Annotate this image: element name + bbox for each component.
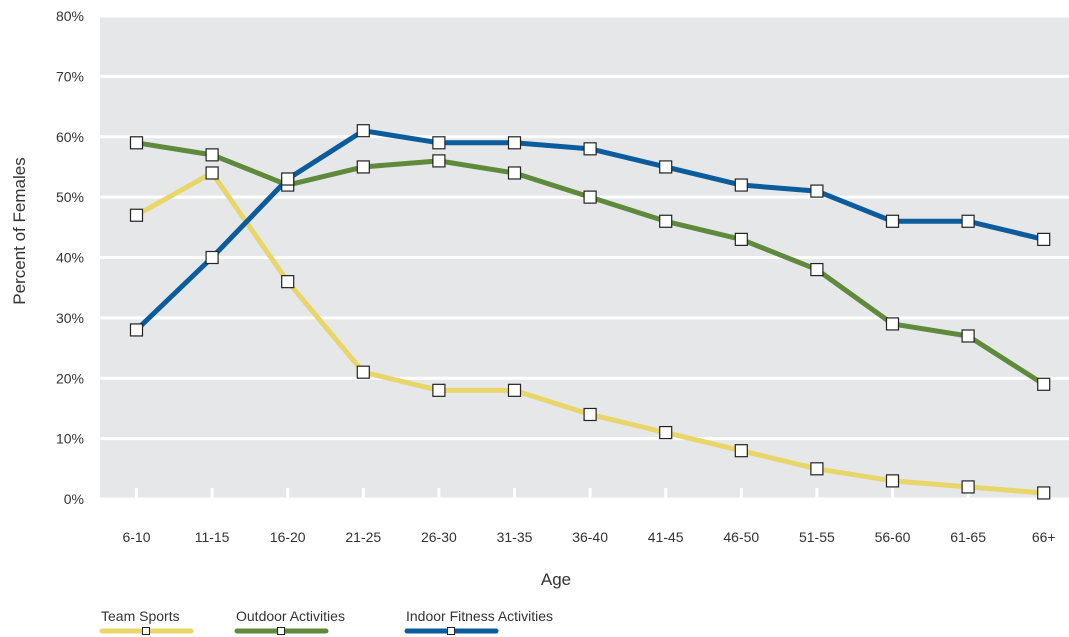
data-point — [507, 136, 522, 150]
data-point — [356, 124, 370, 138]
data-point — [432, 154, 446, 168]
x-tick-label: 11-15 — [195, 529, 230, 545]
data-point — [734, 232, 748, 246]
x-tick-label: 16-20 — [270, 529, 306, 545]
y-tick-label: 60% — [56, 129, 84, 145]
y-axis-title: Percent of Females — [10, 157, 29, 304]
x-tick-label: 61-65 — [950, 529, 986, 545]
data-point — [583, 407, 597, 422]
data-point — [734, 444, 748, 458]
x-tick-label: 56-60 — [875, 529, 911, 545]
data-point — [885, 214, 900, 228]
series-layer — [129, 124, 1051, 500]
data-point — [583, 190, 597, 204]
markers-outdoor-activities — [129, 136, 1051, 391]
legend-item: Indoor Fitness Activities — [404, 608, 553, 635]
data-point — [356, 160, 370, 174]
data-point — [507, 383, 522, 397]
legend-item: Outdoor Activities — [234, 608, 345, 635]
x-tick-label: 46-50 — [723, 529, 759, 545]
data-point — [659, 160, 673, 174]
data-point — [205, 250, 219, 265]
data-point — [885, 474, 900, 488]
data-point — [961, 214, 975, 228]
legend-item: Team Sports — [99, 608, 194, 635]
y-tick-label: 40% — [56, 250, 84, 266]
data-point — [583, 142, 597, 156]
data-point — [961, 480, 975, 494]
y-tick-label: 30% — [56, 310, 84, 326]
data-point — [659, 214, 673, 228]
legend-swatch-marker — [447, 627, 455, 635]
x-axis-tick-labels: 6-10 11-15 16-20 21-25 26-30 31-35 36-40 41-45 4… — [122, 529, 1055, 545]
data-point — [961, 329, 975, 343]
data-point — [205, 166, 219, 180]
y-axis-tick-labels: 0% 10% 20% 30% 40% 50% 60% 70% 80% — [56, 8, 84, 507]
data-point — [1037, 377, 1051, 391]
data-point — [281, 172, 295, 186]
x-tick-label: 41-45 — [648, 529, 684, 545]
y-tick-label: 10% — [56, 431, 84, 447]
y-tick-label: 50% — [56, 189, 84, 205]
data-point — [432, 383, 446, 397]
x-tick-label: 26-30 — [421, 529, 457, 545]
data-point — [507, 166, 522, 180]
data-point — [810, 262, 824, 277]
legend-swatch-marker — [142, 627, 150, 635]
data-point — [432, 136, 446, 150]
y-tick-label: 20% — [56, 370, 84, 386]
x-tick-label: 66+ — [1032, 529, 1056, 545]
x-tick-label: 51-55 — [799, 529, 835, 545]
data-point — [205, 148, 219, 162]
data-point — [810, 462, 824, 476]
x-tick-label: 21-25 — [345, 529, 381, 545]
y-tick-label: 80% — [56, 8, 84, 24]
data-point — [129, 323, 144, 337]
y-tick-label: 0% — [64, 491, 84, 507]
data-point — [810, 184, 824, 198]
data-point — [1037, 232, 1051, 246]
data-point — [356, 365, 370, 379]
y-tick-label: 70% — [56, 68, 84, 84]
x-tick-label: 31-35 — [497, 529, 533, 545]
x-tick-label: 36-40 — [572, 529, 608, 545]
data-point — [659, 425, 673, 440]
data-point — [129, 136, 144, 150]
markers-team-sports — [129, 166, 1051, 500]
legend: Team Sports Outdoor Activities Indoor Fitn… — [99, 608, 553, 635]
legend-label: Team Sports — [101, 608, 180, 624]
data-point — [281, 275, 295, 289]
data-point — [129, 208, 144, 222]
markers-indoor-fitness-activities — [129, 124, 1051, 337]
legend-swatch-marker — [277, 627, 285, 635]
x-axis-title: Age — [541, 570, 571, 589]
data-point — [885, 317, 900, 331]
legend-label: Outdoor Activities — [236, 608, 345, 624]
data-point — [734, 178, 748, 192]
legend-label: Indoor Fitness Activities — [406, 608, 553, 624]
data-point — [1037, 486, 1051, 500]
x-tick-label: 6-10 — [122, 529, 150, 545]
